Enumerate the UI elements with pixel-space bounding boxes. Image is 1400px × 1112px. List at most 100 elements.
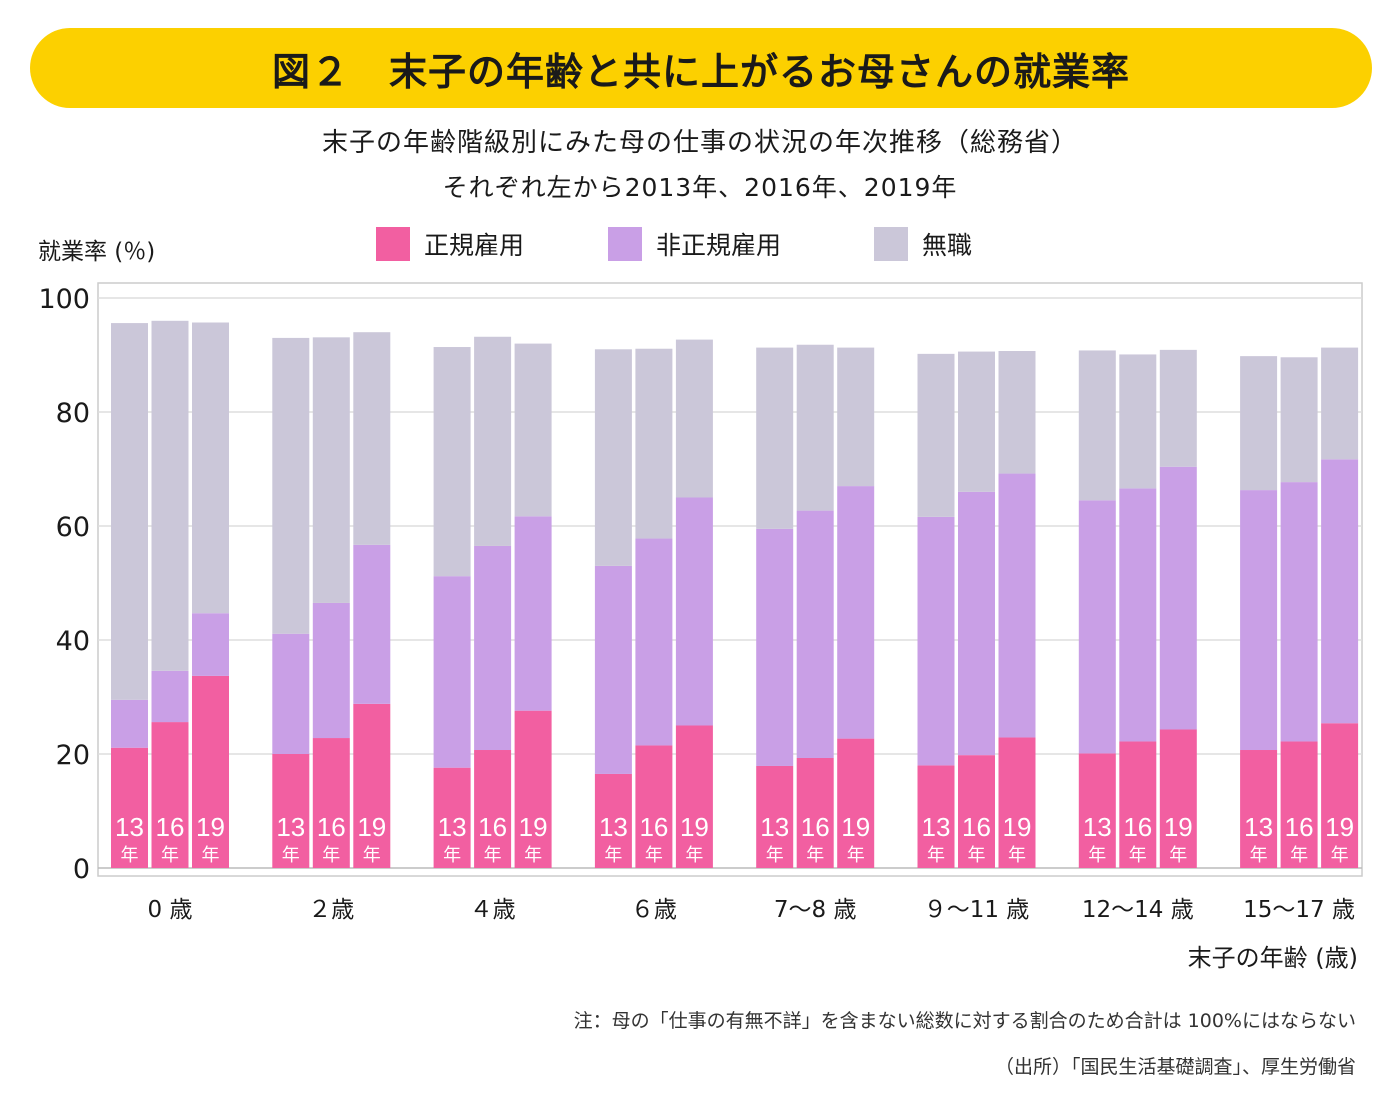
bar-segment-nonregular xyxy=(635,538,673,746)
bar-segment-unemployed xyxy=(111,323,148,700)
x-category-label: ２歳 xyxy=(308,897,354,923)
bar-year-suffix: 年 xyxy=(847,845,865,866)
bar-segment-unemployed xyxy=(958,351,995,492)
bar-segment-nonregular xyxy=(272,633,310,754)
y-tick-label: 60 xyxy=(56,512,90,543)
bar-year-label: 19 xyxy=(1325,812,1354,842)
bar-year-suffix: 年 xyxy=(1250,845,1268,866)
bar-segment-nonregular xyxy=(312,602,350,739)
bar-segment-nonregular xyxy=(1159,466,1197,730)
bar-segment-unemployed xyxy=(1280,357,1318,483)
bar-year-label: 13 xyxy=(115,812,144,842)
bar-segment-nonregular xyxy=(917,516,955,766)
bar-segment-regular xyxy=(1321,723,1359,868)
bar-segment-regular xyxy=(675,725,713,868)
bar-year-label: 16 xyxy=(1285,812,1314,842)
bar-segment-regular xyxy=(998,737,1036,868)
bar-year-label: 13 xyxy=(599,812,628,842)
legend-label-nonregular: 非正規雇用 xyxy=(656,231,782,260)
y-tick-label: 20 xyxy=(56,740,90,771)
bar-segment-unemployed xyxy=(1321,347,1359,460)
bar-segment-regular xyxy=(474,750,512,868)
bar-segment-unemployed xyxy=(151,320,189,671)
legend: 正規雇用 非正規雇用 無職 xyxy=(0,226,1400,266)
bar-year-label: 19 xyxy=(680,812,709,842)
bar-segment-nonregular xyxy=(353,544,391,704)
legend-swatch-nonregular xyxy=(608,227,642,261)
bar-year-suffix: 年 xyxy=(1331,845,1349,866)
bar-year-label: 16 xyxy=(962,812,991,842)
bar-segment-nonregular xyxy=(1078,500,1116,754)
bar-segment-nonregular xyxy=(1321,459,1359,724)
bar-year-suffix: 年 xyxy=(1290,845,1308,866)
bar-segment-unemployed xyxy=(756,347,794,529)
bar-year-suffix: 年 xyxy=(524,845,542,866)
bar-segment-nonregular xyxy=(837,486,875,739)
bar-segment-nonregular xyxy=(998,473,1036,738)
bar-year-label: 19 xyxy=(519,812,548,842)
bar-segment-nonregular xyxy=(1280,482,1318,742)
legend-item-unemployed: 無職 xyxy=(874,226,972,262)
bar-year-suffix: 年 xyxy=(121,845,139,866)
bar-segment-regular xyxy=(958,755,995,868)
bar-segment-regular xyxy=(514,710,552,868)
bar-segment-unemployed xyxy=(433,347,471,577)
bar-segment-unemployed xyxy=(594,349,632,566)
bar-year-label: 13 xyxy=(1083,812,1112,842)
bar-segment-regular xyxy=(353,703,391,868)
bar-year-label: 13 xyxy=(276,812,305,842)
legend-label-unemployed: 無職 xyxy=(922,231,973,260)
bar-segment-regular xyxy=(1159,729,1197,868)
bar-segment-nonregular xyxy=(796,510,834,758)
legend-swatch-unemployed xyxy=(874,227,908,261)
bar-segment-regular xyxy=(1078,753,1116,868)
bar-year-suffix: 年 xyxy=(443,845,461,866)
bar-year-label: 13 xyxy=(1244,812,1273,842)
bar-year-suffix: 年 xyxy=(161,845,179,866)
plot-frame xyxy=(97,282,1363,877)
bar-year-label: 16 xyxy=(156,812,185,842)
bar-segment-unemployed xyxy=(837,347,875,487)
bar-segment-regular xyxy=(433,767,471,868)
bar-year-suffix: 年 xyxy=(1129,845,1147,866)
bar-segment-regular xyxy=(635,745,673,868)
x-category-label: 0 歳 xyxy=(148,897,193,923)
bar-year-label: 19 xyxy=(841,812,870,842)
source-note: （出所）「国民生活基礎調査」、厚生労働省 xyxy=(994,1056,1356,1078)
x-category-label: 12〜14 歳 xyxy=(1082,897,1194,923)
x-category-label: ４歳 xyxy=(470,897,516,923)
bar-segment-unemployed xyxy=(353,332,391,545)
bar-segment-nonregular xyxy=(1119,488,1157,742)
legend-item-nonregular: 非正規雇用 xyxy=(608,226,781,262)
bar-year-suffix: 年 xyxy=(1008,845,1026,866)
bar-year-label: 13 xyxy=(760,812,789,842)
bar-segment-regular xyxy=(151,722,189,868)
bar-year-label: 13 xyxy=(922,812,951,842)
bar-year-label: 16 xyxy=(801,812,830,842)
bar-segment-regular xyxy=(1240,750,1278,868)
chart-subtitle-years: それぞれ左から2013年、2016年、2019年 xyxy=(442,173,958,202)
x-category-label: 7〜8 歳 xyxy=(774,897,857,923)
bar-year-label: 16 xyxy=(1123,812,1152,842)
bar-segment-regular xyxy=(837,738,875,868)
bar-segment-unemployed xyxy=(917,353,955,517)
bar-segment-nonregular xyxy=(514,516,552,711)
bar-segment-nonregular xyxy=(756,528,794,766)
bar-segment-nonregular xyxy=(474,545,512,751)
bar-segment-regular xyxy=(756,765,794,868)
bar-segment-unemployed xyxy=(1119,354,1157,489)
bar-segment-regular xyxy=(1119,741,1157,868)
bar-segment-nonregular xyxy=(111,699,148,748)
bar-segment-unemployed xyxy=(1240,356,1278,491)
bar-segment-nonregular xyxy=(1240,490,1278,751)
bar-year-label: 19 xyxy=(1164,812,1193,842)
y-axis-label: 就業率 (％) xyxy=(38,239,156,265)
bar-year-suffix: 年 xyxy=(806,845,824,866)
bar-segment-unemployed xyxy=(635,348,673,539)
bar-year-suffix: 年 xyxy=(322,845,340,866)
bar-year-label: 19 xyxy=(196,812,225,842)
bar-segment-nonregular xyxy=(192,613,229,676)
bar-segment-regular xyxy=(312,738,350,868)
bar-segment-regular xyxy=(594,773,632,868)
